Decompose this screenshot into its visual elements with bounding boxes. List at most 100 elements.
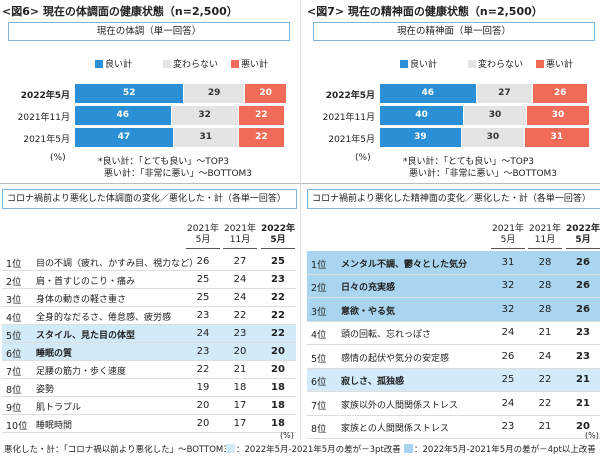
bar-segment: [238, 106, 284, 125]
table-value: 19: [196, 382, 210, 393]
rank: 6位: [311, 377, 327, 389]
item: メンタル不調、鬱々とした気分: [341, 259, 468, 270]
table-value: 21: [576, 374, 590, 386]
bar-segment: [464, 106, 526, 125]
divider: [300, 0, 301, 440]
rank: 8位: [6, 385, 22, 396]
bar-segment: [184, 84, 245, 103]
legend-label: 悪い計: [241, 60, 269, 70]
item: 足腰の筋力・歩く速度: [36, 367, 127, 377]
unit: (%): [355, 153, 371, 163]
table-value: 23: [576, 350, 590, 362]
column-header: 2022年 5月: [260, 224, 296, 245]
bar-value: 46: [421, 88, 435, 98]
bar-segment: [173, 128, 238, 147]
legend-label: 変わらない: [173, 60, 219, 70]
row-rule: [2, 306, 296, 307]
table-value: 26: [501, 350, 515, 362]
bar-value: 22: [255, 132, 268, 142]
column-header: 2021年 11月: [224, 224, 256, 245]
panel-title: <図7> 現在の精神面の健康状態（n=2,500）: [307, 5, 543, 18]
bar-value: 31: [550, 132, 564, 142]
item: 睡眠時間: [36, 421, 73, 431]
table-value: 26: [576, 280, 590, 292]
row-rule: [2, 414, 296, 415]
bar-segment: [75, 106, 171, 125]
bar-value: 52: [122, 88, 136, 98]
footer-legend: ：2022年5月-2021年5月の差が－4pt以上改善: [414, 445, 596, 455]
table-value: 25: [501, 374, 515, 386]
table-value: 25: [271, 256, 285, 267]
rank: 5位: [311, 353, 327, 365]
row-rule: [2, 270, 296, 271]
table-value: 28: [538, 280, 552, 292]
legend-swatch: [163, 60, 171, 68]
row-highlight: [2, 325, 296, 342]
unit: (%): [50, 153, 66, 163]
row-rule: [307, 391, 600, 392]
table-value: 20: [576, 421, 590, 433]
table-value: 22: [538, 397, 552, 409]
table-value: 23: [576, 327, 590, 339]
rank: 4位: [311, 330, 327, 342]
row-label: 2022年5月: [325, 91, 375, 101]
row-rule: [2, 360, 296, 361]
table-value: 28: [538, 256, 552, 268]
rank: 7位: [6, 367, 22, 378]
bar-segment: [461, 128, 524, 147]
rank: 1位: [311, 259, 327, 271]
column-header: 2021年 5月: [492, 224, 524, 245]
table-value: 21: [538, 421, 552, 433]
rank: 1位: [6, 259, 22, 270]
bar-segment: [75, 84, 184, 103]
bar-value: 30: [486, 132, 500, 142]
table-value: 27: [233, 256, 247, 267]
table-value: 28: [538, 303, 552, 315]
table-value: 23: [196, 310, 210, 321]
item: スタイル、見た目の体型: [36, 331, 136, 341]
bar-value: 29: [207, 88, 221, 98]
legend-label: 良い計: [105, 60, 133, 70]
item: 頭の回転、忘れっぽさ: [341, 330, 432, 341]
legend-swatch: [231, 60, 239, 68]
note: 悪い計：「非常に悪い」～BOTTOM3: [104, 169, 253, 179]
rank: 8位: [311, 424, 327, 436]
row-label: 2022年5月: [20, 91, 70, 101]
table-value: 17: [233, 418, 247, 429]
rank: 3位: [311, 306, 327, 318]
table-value: 20: [233, 346, 247, 357]
row-highlight: [307, 251, 600, 274]
table-value: 18: [271, 382, 285, 393]
table-value: 26: [196, 256, 210, 267]
table-value: 31: [501, 256, 515, 268]
table-value: 22: [538, 374, 552, 386]
note: *良い計：「とても良い」～TOP3: [403, 157, 535, 167]
row-label: 2021年11月: [17, 113, 70, 123]
row-highlight: [307, 298, 600, 321]
note: 悪い計：「非常に悪い」～BOTTOM3: [409, 169, 558, 179]
bar-segment: [380, 84, 476, 103]
table-value: 18: [233, 382, 247, 393]
column-header: 2022年 5月: [565, 224, 600, 245]
row-label: 2021年11月: [322, 113, 375, 123]
bar-value: 47: [117, 132, 131, 142]
column-rule: [566, 248, 600, 249]
bar-value: 40: [415, 110, 428, 120]
footer-swatch: [226, 444, 235, 453]
table-value: 26: [576, 256, 590, 268]
table-value: 23: [271, 274, 285, 285]
table-value: 22: [271, 292, 285, 303]
row-rule: [2, 396, 296, 397]
item: 肌トラブル: [36, 403, 82, 413]
row-rule: [307, 367, 600, 369]
row-rule: [307, 438, 600, 439]
item: 姿勢: [36, 385, 55, 395]
unit: (%): [585, 431, 599, 440]
table-value: 22: [196, 364, 210, 375]
table-value: 20: [271, 364, 285, 375]
item: 全身的なだるさ、倦怠感、疲労感: [36, 313, 172, 323]
bar-value: 22: [255, 110, 268, 120]
table-value: 23: [233, 328, 247, 339]
bar-segment: [171, 106, 238, 125]
table-value: 18: [271, 400, 285, 411]
